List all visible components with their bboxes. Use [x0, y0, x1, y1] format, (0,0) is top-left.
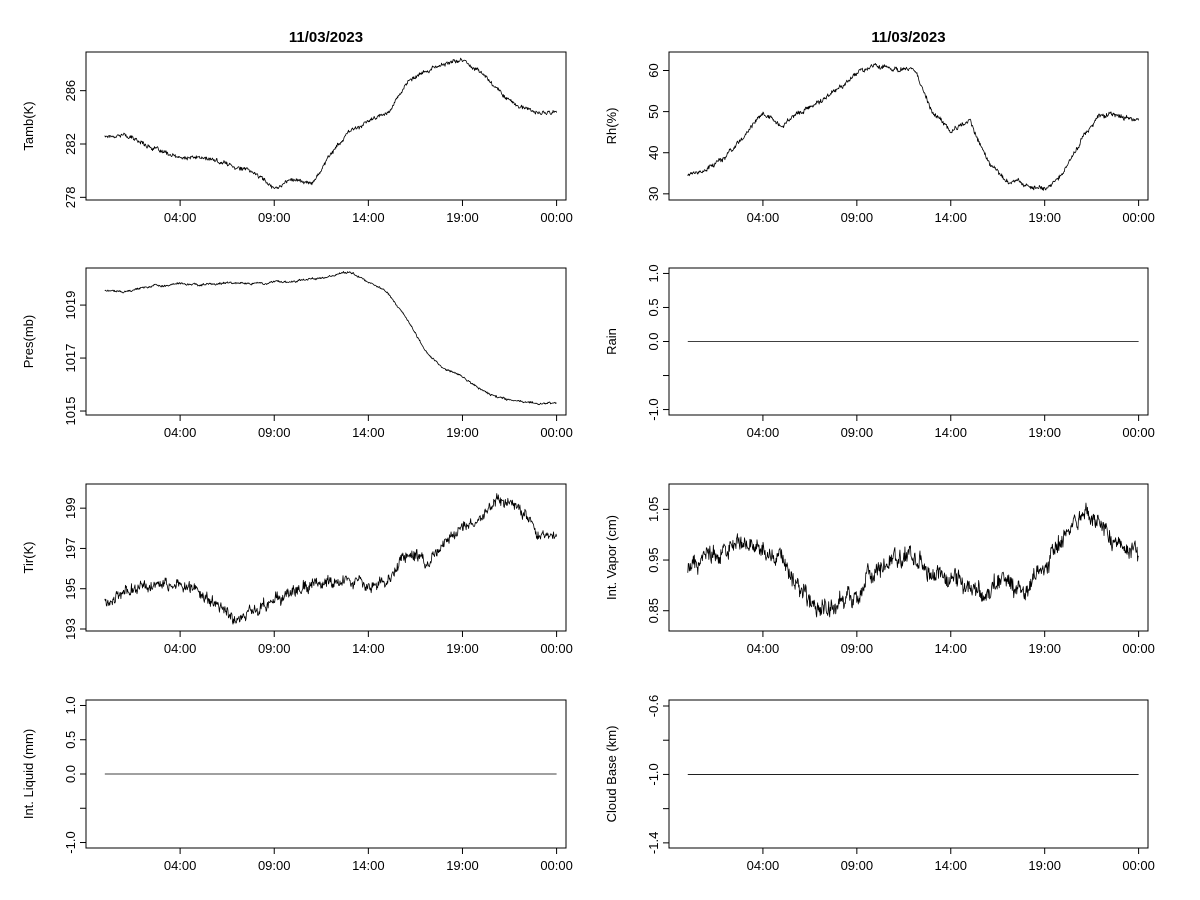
- x-tick-label: 19:00: [446, 425, 479, 440]
- x-tick-label: 04:00: [747, 425, 780, 440]
- x-tick-label: 19:00: [1028, 858, 1061, 873]
- x-tick-label: 14:00: [934, 425, 967, 440]
- x-tick-label: 09:00: [841, 641, 874, 656]
- panel-1: 11/03/2023 04:00 09:00 14:00 19:00 00:00 30 40 5…: [604, 29, 1155, 225]
- y-tick-label: -1.4: [646, 832, 661, 854]
- x-tick-label: 19:00: [446, 858, 479, 873]
- x-tick-label: 09:00: [841, 425, 874, 440]
- series-line: [104, 493, 557, 625]
- x-tick-label: 19:00: [446, 641, 479, 656]
- x-tick-label: 09:00: [258, 641, 291, 656]
- x-tick-label: 14:00: [352, 210, 385, 225]
- y-tick-label: -1.0: [646, 763, 661, 785]
- panel-0: 11/03/2023 04:00 09:00 14:00 19:00 00:00 278 28…: [21, 29, 573, 225]
- x-tick-label: 14:00: [934, 210, 967, 225]
- y-tick-label: 0.5: [63, 731, 78, 749]
- x-tick-label: 00:00: [1122, 425, 1155, 440]
- y-tick-label: 286: [63, 80, 78, 102]
- y-axis-label: Int. Liquid (mm): [21, 729, 36, 819]
- x-tick-label: 14:00: [934, 858, 967, 873]
- x-tick-label: 00:00: [540, 425, 573, 440]
- y-tick-label: 1.0: [63, 696, 78, 714]
- y-tick-label: 0.0: [63, 765, 78, 783]
- x-tick-label: 09:00: [841, 210, 874, 225]
- series-line: [687, 502, 1139, 618]
- x-tick-label: 14:00: [352, 425, 385, 440]
- y-tick-label: 0.95: [646, 547, 661, 572]
- x-tick-label: 19:00: [1028, 641, 1061, 656]
- y-tick-label: -1.0: [63, 831, 78, 853]
- y-tick-label: 0.85: [646, 598, 661, 623]
- y-axis-label: Pres(mb): [21, 315, 36, 368]
- x-tick-label: 09:00: [841, 858, 874, 873]
- y-tick-label: -1.0: [646, 398, 661, 420]
- x-tick-label: 09:00: [258, 210, 291, 225]
- plot-frame: [85, 51, 567, 201]
- chart-title: 11/03/2023: [871, 29, 945, 46]
- series-line: [687, 62, 1139, 191]
- y-tick-label: 1017: [63, 344, 78, 373]
- y-axis-label: Tir(K): [21, 541, 36, 573]
- panel-4: 04:00 09:00 14:00 19:00 00:00 193 195 197 199 Tir…: [21, 483, 573, 656]
- y-tick-label: 1015: [63, 397, 78, 426]
- y-tick-label: 0.0: [646, 332, 661, 350]
- y-tick-label: 195: [63, 578, 78, 600]
- x-tick-label: 00:00: [1122, 641, 1155, 656]
- x-tick-label: 09:00: [258, 858, 291, 873]
- x-tick-label: 09:00: [258, 425, 291, 440]
- x-tick-label: 19:00: [1028, 425, 1061, 440]
- y-axis-label: Rh(%): [604, 108, 619, 145]
- y-tick-label: 30: [646, 187, 661, 201]
- x-tick-label: 00:00: [1122, 858, 1155, 873]
- x-tick-label: 00:00: [540, 210, 573, 225]
- x-tick-label: 14:00: [352, 641, 385, 656]
- x-tick-label: 19:00: [1028, 210, 1061, 225]
- x-tick-label: 04:00: [164, 425, 197, 440]
- panel-5: 04:00 09:00 14:00 19:00 00:00 0.85 0.95 1.05 Int…: [604, 483, 1155, 656]
- y-tick-label: 40: [646, 145, 661, 159]
- y-axis-label: Cloud Base (km): [604, 726, 619, 823]
- x-tick-label: 00:00: [540, 858, 573, 873]
- series-line: [104, 271, 557, 406]
- y-tick-label: 282: [63, 133, 78, 155]
- x-tick-label: 14:00: [352, 858, 385, 873]
- y-axis-label: Int. Vapor (cm): [604, 515, 619, 600]
- y-tick-label: 197: [63, 538, 78, 560]
- plot-frame: [668, 483, 1149, 632]
- y-tick-label: 278: [63, 186, 78, 208]
- panel-2: 04:00 09:00 14:00 19:00 00:00 1015 1017 1019 Pre…: [21, 267, 573, 440]
- chart-title: 11/03/2023: [289, 29, 363, 46]
- y-tick-label: 50: [646, 104, 661, 118]
- x-tick-label: 04:00: [747, 210, 780, 225]
- y-tick-label: 60: [646, 63, 661, 77]
- y-tick-label: -0.6: [646, 695, 661, 717]
- x-tick-label: 00:00: [540, 641, 573, 656]
- x-tick-label: 04:00: [164, 858, 197, 873]
- y-tick-label: 1.05: [646, 497, 661, 522]
- panel-3: 04:00 09:00 14:00 19:00 00:00 -1.0 0.0 0.5 1.0 Ra…: [604, 264, 1155, 440]
- plot-frame: [85, 483, 567, 632]
- x-tick-label: 04:00: [164, 641, 197, 656]
- plot-frame: [668, 699, 1149, 849]
- x-tick-label: 14:00: [934, 641, 967, 656]
- y-axis-label: Tamb(K): [21, 101, 36, 150]
- y-tick-label: 0.5: [646, 298, 661, 316]
- plot-frame: [668, 51, 1149, 201]
- y-tick-label: 193: [63, 618, 78, 640]
- x-tick-label: 04:00: [164, 210, 197, 225]
- x-tick-label: 00:00: [1122, 210, 1155, 225]
- x-tick-label: 04:00: [747, 858, 780, 873]
- series-line: [104, 57, 557, 190]
- y-tick-label: 1019: [63, 291, 78, 320]
- x-tick-label: 19:00: [446, 210, 479, 225]
- panel-6: 04:00 09:00 14:00 19:00 00:00 -1.0 0.0 0.5 1.0 In…: [21, 696, 573, 873]
- y-tick-label: 1.0: [646, 264, 661, 282]
- x-tick-label: 04:00: [747, 641, 780, 656]
- y-axis-label: Rain: [604, 328, 619, 355]
- plot-frame: [85, 267, 567, 416]
- panel-7: 04:00 09:00 14:00 19:00 00:00 -1.4 -1.0 -0.6 Clo…: [604, 695, 1155, 873]
- y-tick-label: 199: [63, 497, 78, 519]
